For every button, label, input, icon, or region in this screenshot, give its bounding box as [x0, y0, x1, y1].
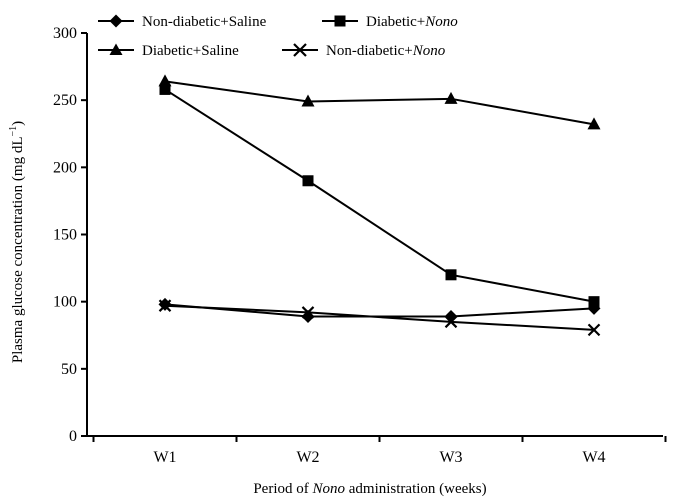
y-ticks: 0 50 100 150 200 250 300: [53, 25, 87, 445]
triangle-marker: [158, 74, 172, 87]
y-tick-label: 150: [53, 227, 77, 244]
legend-diamond-marker: [109, 14, 123, 28]
axes: [86, 33, 663, 437]
series-non-diabetic-nono: [158, 299, 601, 337]
y-tick-label: 50: [61, 361, 77, 378]
legend-entry-diabetic-saline: Diabetic+Saline: [98, 43, 239, 59]
cross-marker: [444, 315, 458, 329]
square-marker: [445, 269, 457, 281]
legend-entry-non-diabetic-nono: Non-diabetic+Nono: [282, 43, 446, 59]
triangle-marker: [301, 94, 315, 107]
y-axis-title: Plasma glucose concentration (mg dL−1): [8, 121, 26, 363]
series-layer: [158, 74, 601, 337]
cross-marker: [158, 299, 172, 312]
y-tick-label: 0: [69, 428, 77, 445]
series-line: [164, 304, 595, 331]
x-ticks: W1 W2 W3 W4: [92, 436, 667, 466]
series-non-diabetic-saline: [158, 297, 601, 323]
x-axis-title: Period of Nono administration (weeks): [253, 481, 486, 497]
x-tick-label: W2: [296, 449, 319, 466]
series-line: [164, 80, 595, 126]
y-tick-label: 200: [53, 159, 77, 176]
legend: Non-diabetic+Saline Diabetic+Nono Diabet…: [98, 14, 458, 59]
x-tick-label: W4: [582, 449, 605, 466]
square-marker: [588, 296, 600, 308]
series-diabetic-saline: [158, 74, 601, 130]
x-tick-label: W3: [439, 449, 462, 466]
legend-label: Diabetic+Saline: [142, 43, 239, 59]
legend-label: Non-diabetic+Nono: [326, 43, 446, 59]
series-line: [164, 88, 595, 303]
cross-marker: [587, 323, 601, 337]
square-marker: [302, 175, 314, 187]
legend-cross-marker: [293, 43, 307, 57]
legend-triangle-marker: [109, 43, 123, 55]
y-tick-label: 250: [53, 92, 77, 109]
legend-label: Diabetic+Nono: [366, 14, 458, 30]
triangle-marker: [587, 117, 601, 130]
series-diabetic-nono: [159, 83, 600, 308]
square-marker: [159, 83, 171, 95]
legend-label: Non-diabetic+Saline: [142, 14, 267, 30]
legend-entry-diabetic-nono: Diabetic+Nono: [322, 14, 458, 30]
y-tick-label: 100: [53, 294, 77, 311]
x-tick-label: W1: [153, 449, 176, 466]
cross-marker: [301, 306, 315, 319]
legend-entry-non-diabetic-saline: Non-diabetic+Saline: [98, 14, 267, 30]
series-line: [164, 303, 595, 318]
triangle-marker: [444, 91, 458, 104]
legend-square-marker: [334, 15, 346, 27]
y-tick-label: 300: [53, 25, 77, 42]
